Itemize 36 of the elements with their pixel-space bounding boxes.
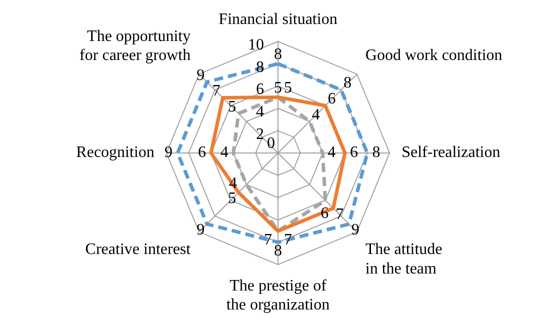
data-label: 9 bbox=[196, 222, 205, 239]
data-label: 4 bbox=[328, 144, 336, 162]
data-label: 5 bbox=[228, 190, 236, 208]
data-label: 7 bbox=[212, 82, 220, 100]
data-label: 7 bbox=[336, 206, 344, 223]
data-label: 8 bbox=[274, 242, 282, 260]
data-label: 5 bbox=[228, 98, 236, 116]
spoke-label: Good work condition bbox=[365, 47, 502, 64]
data-label: 4 bbox=[229, 175, 237, 192]
data-label: 9 bbox=[351, 222, 360, 239]
spoke-label: Creative interest bbox=[85, 241, 192, 258]
y-tick-label: 6 bbox=[256, 81, 264, 98]
data-label: 4 bbox=[220, 144, 228, 162]
data-label: 5 bbox=[284, 79, 292, 96]
y-tick-label: 4 bbox=[256, 104, 264, 121]
spoke-label: Self-realization bbox=[402, 144, 500, 162]
y-tick-label: 8 bbox=[256, 58, 264, 76]
spoke-label: Financial situation bbox=[218, 11, 338, 28]
data-label: 9 bbox=[164, 144, 173, 162]
data-label: 7 bbox=[264, 231, 272, 248]
data-label: 6 bbox=[350, 144, 358, 162]
data-label: 8 bbox=[343, 74, 352, 92]
y-tick-label: 0 bbox=[267, 135, 275, 152]
data-label: 8 bbox=[372, 144, 380, 162]
spoke-label: Recognition bbox=[76, 144, 154, 162]
y-tick-label: 10 bbox=[248, 36, 264, 54]
spoke-label: The prestige of the organization bbox=[226, 277, 330, 314]
data-label: 6 bbox=[328, 90, 336, 108]
data-label: 8 bbox=[274, 46, 282, 63]
y-tick-label: 2 bbox=[256, 126, 264, 143]
data-label: 6 bbox=[198, 144, 206, 162]
data-label: 9 bbox=[196, 66, 205, 84]
spoke-label: The attitude in the team bbox=[365, 241, 442, 278]
data-label: 5 bbox=[274, 79, 282, 96]
spoke-label: The opportunity for career growth bbox=[80, 28, 191, 64]
data-label: 4 bbox=[312, 106, 320, 124]
